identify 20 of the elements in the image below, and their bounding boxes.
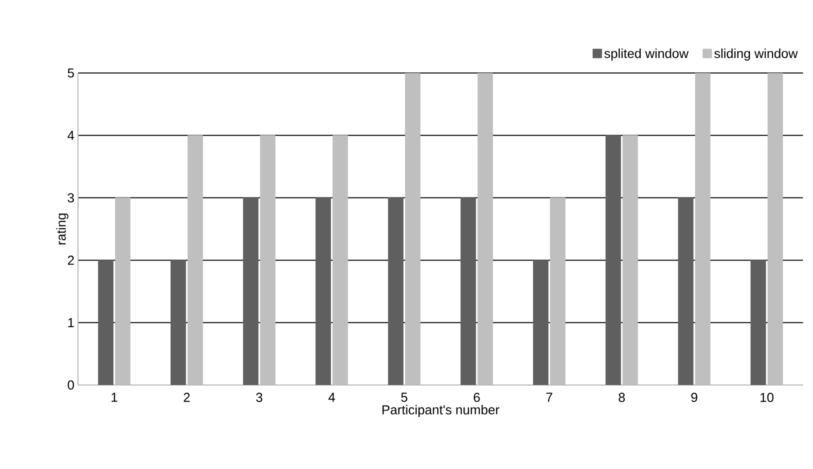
x-tick-label: 4 — [328, 392, 335, 402]
x-axis-title: Participant's number — [382, 404, 500, 417]
y-tick-label: 1 — [68, 318, 74, 328]
y-tick-label: 5 — [68, 68, 74, 78]
x-tick-label: 5 — [401, 392, 408, 402]
legend-label: splited window — [604, 48, 689, 61]
x-tick-label: 2 — [184, 392, 190, 402]
legend-label: sliding window — [714, 48, 798, 61]
y-tick-label: 3 — [68, 193, 74, 202]
x-tick-label: 9 — [691, 392, 698, 402]
x-tick-label: 1 — [112, 392, 118, 402]
x-tick-label: 8 — [618, 392, 625, 402]
x-tick-label: 10 — [760, 392, 774, 402]
y-tick-label: 0 — [68, 380, 74, 390]
y-tick-label: 2 — [68, 256, 74, 265]
x-tick-label: 7 — [546, 392, 552, 402]
x-tick-label: 3 — [256, 392, 262, 402]
y-axis-title: rating — [56, 214, 68, 244]
y-tick-label: 4 — [68, 130, 74, 140]
x-tick-label: 6 — [474, 392, 480, 402]
